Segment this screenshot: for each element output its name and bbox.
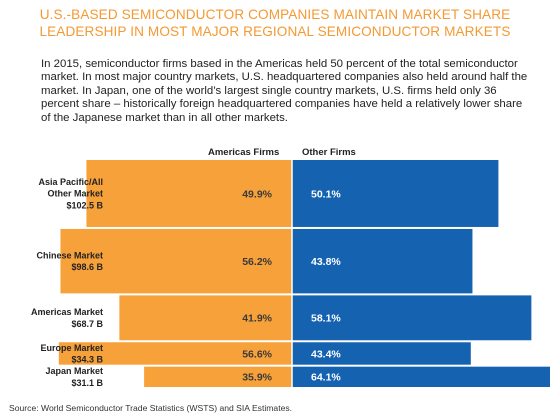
bar-americas-firms (58, 342, 292, 365)
bar-other-firms (292, 160, 499, 227)
data-label-americas: 49.9% (242, 188, 272, 200)
data-label-americas: 56.2% (242, 256, 272, 268)
market-label: Europe Market (40, 343, 103, 353)
data-label-other: 58.1% (311, 313, 341, 325)
intro-paragraph: In 2015, semiconductor firms based in th… (41, 58, 531, 125)
data-label-americas: 56.6% (242, 348, 272, 360)
data-label-other: 50.1% (311, 188, 341, 200)
bar-other-firms (292, 342, 471, 365)
market-label: $31.1 B (71, 378, 103, 388)
bar-other-firms (292, 295, 532, 341)
chart-title-line-2: LEADERSHIP IN MOST MAJOR REGIONAL SEMICO… (39, 24, 511, 39)
data-label-americas: 35.9% (242, 372, 272, 384)
data-label-other: 43.4% (311, 348, 341, 360)
source-note: Source: World Semiconductor Trade Statis… (9, 403, 293, 413)
bar-other-firms (292, 366, 550, 387)
bar-americas-firms (119, 295, 292, 341)
market-label: Japan Market (45, 366, 103, 376)
market-label: Americas Market (31, 307, 103, 317)
market-label: $68.7 B (71, 319, 103, 329)
market-label: $34.3 B (71, 354, 103, 364)
market-label: Other Market (47, 189, 103, 199)
market-label: Chinese Market (36, 251, 103, 261)
legend-other-firms: Other Firms (302, 147, 356, 158)
chart-title-line-1: U.S.-BASED SEMICONDUCTOR COMPANIES MAINT… (39, 7, 511, 22)
chart-title: U.S.-BASED SEMICONDUCTOR COMPANIES MAINT… (0, 6, 550, 40)
bar-americas-firms (144, 366, 292, 387)
bar-americas-firms (60, 228, 293, 294)
intro-text: In 2015, semiconductor firms based in th… (41, 58, 528, 124)
market-label: $98.6 B (71, 262, 103, 272)
bar-other-firms (292, 228, 473, 294)
bar-americas-firms (86, 160, 292, 227)
data-label-americas: 41.9% (242, 313, 272, 325)
legend-americas-firms: Americas Firms (208, 147, 280, 158)
data-label-other: 64.1% (311, 372, 341, 384)
market-label: Asia Pacific/All (38, 177, 103, 187)
market-label: $102.5 B (66, 200, 103, 210)
data-label-other: 43.8% (311, 256, 341, 268)
